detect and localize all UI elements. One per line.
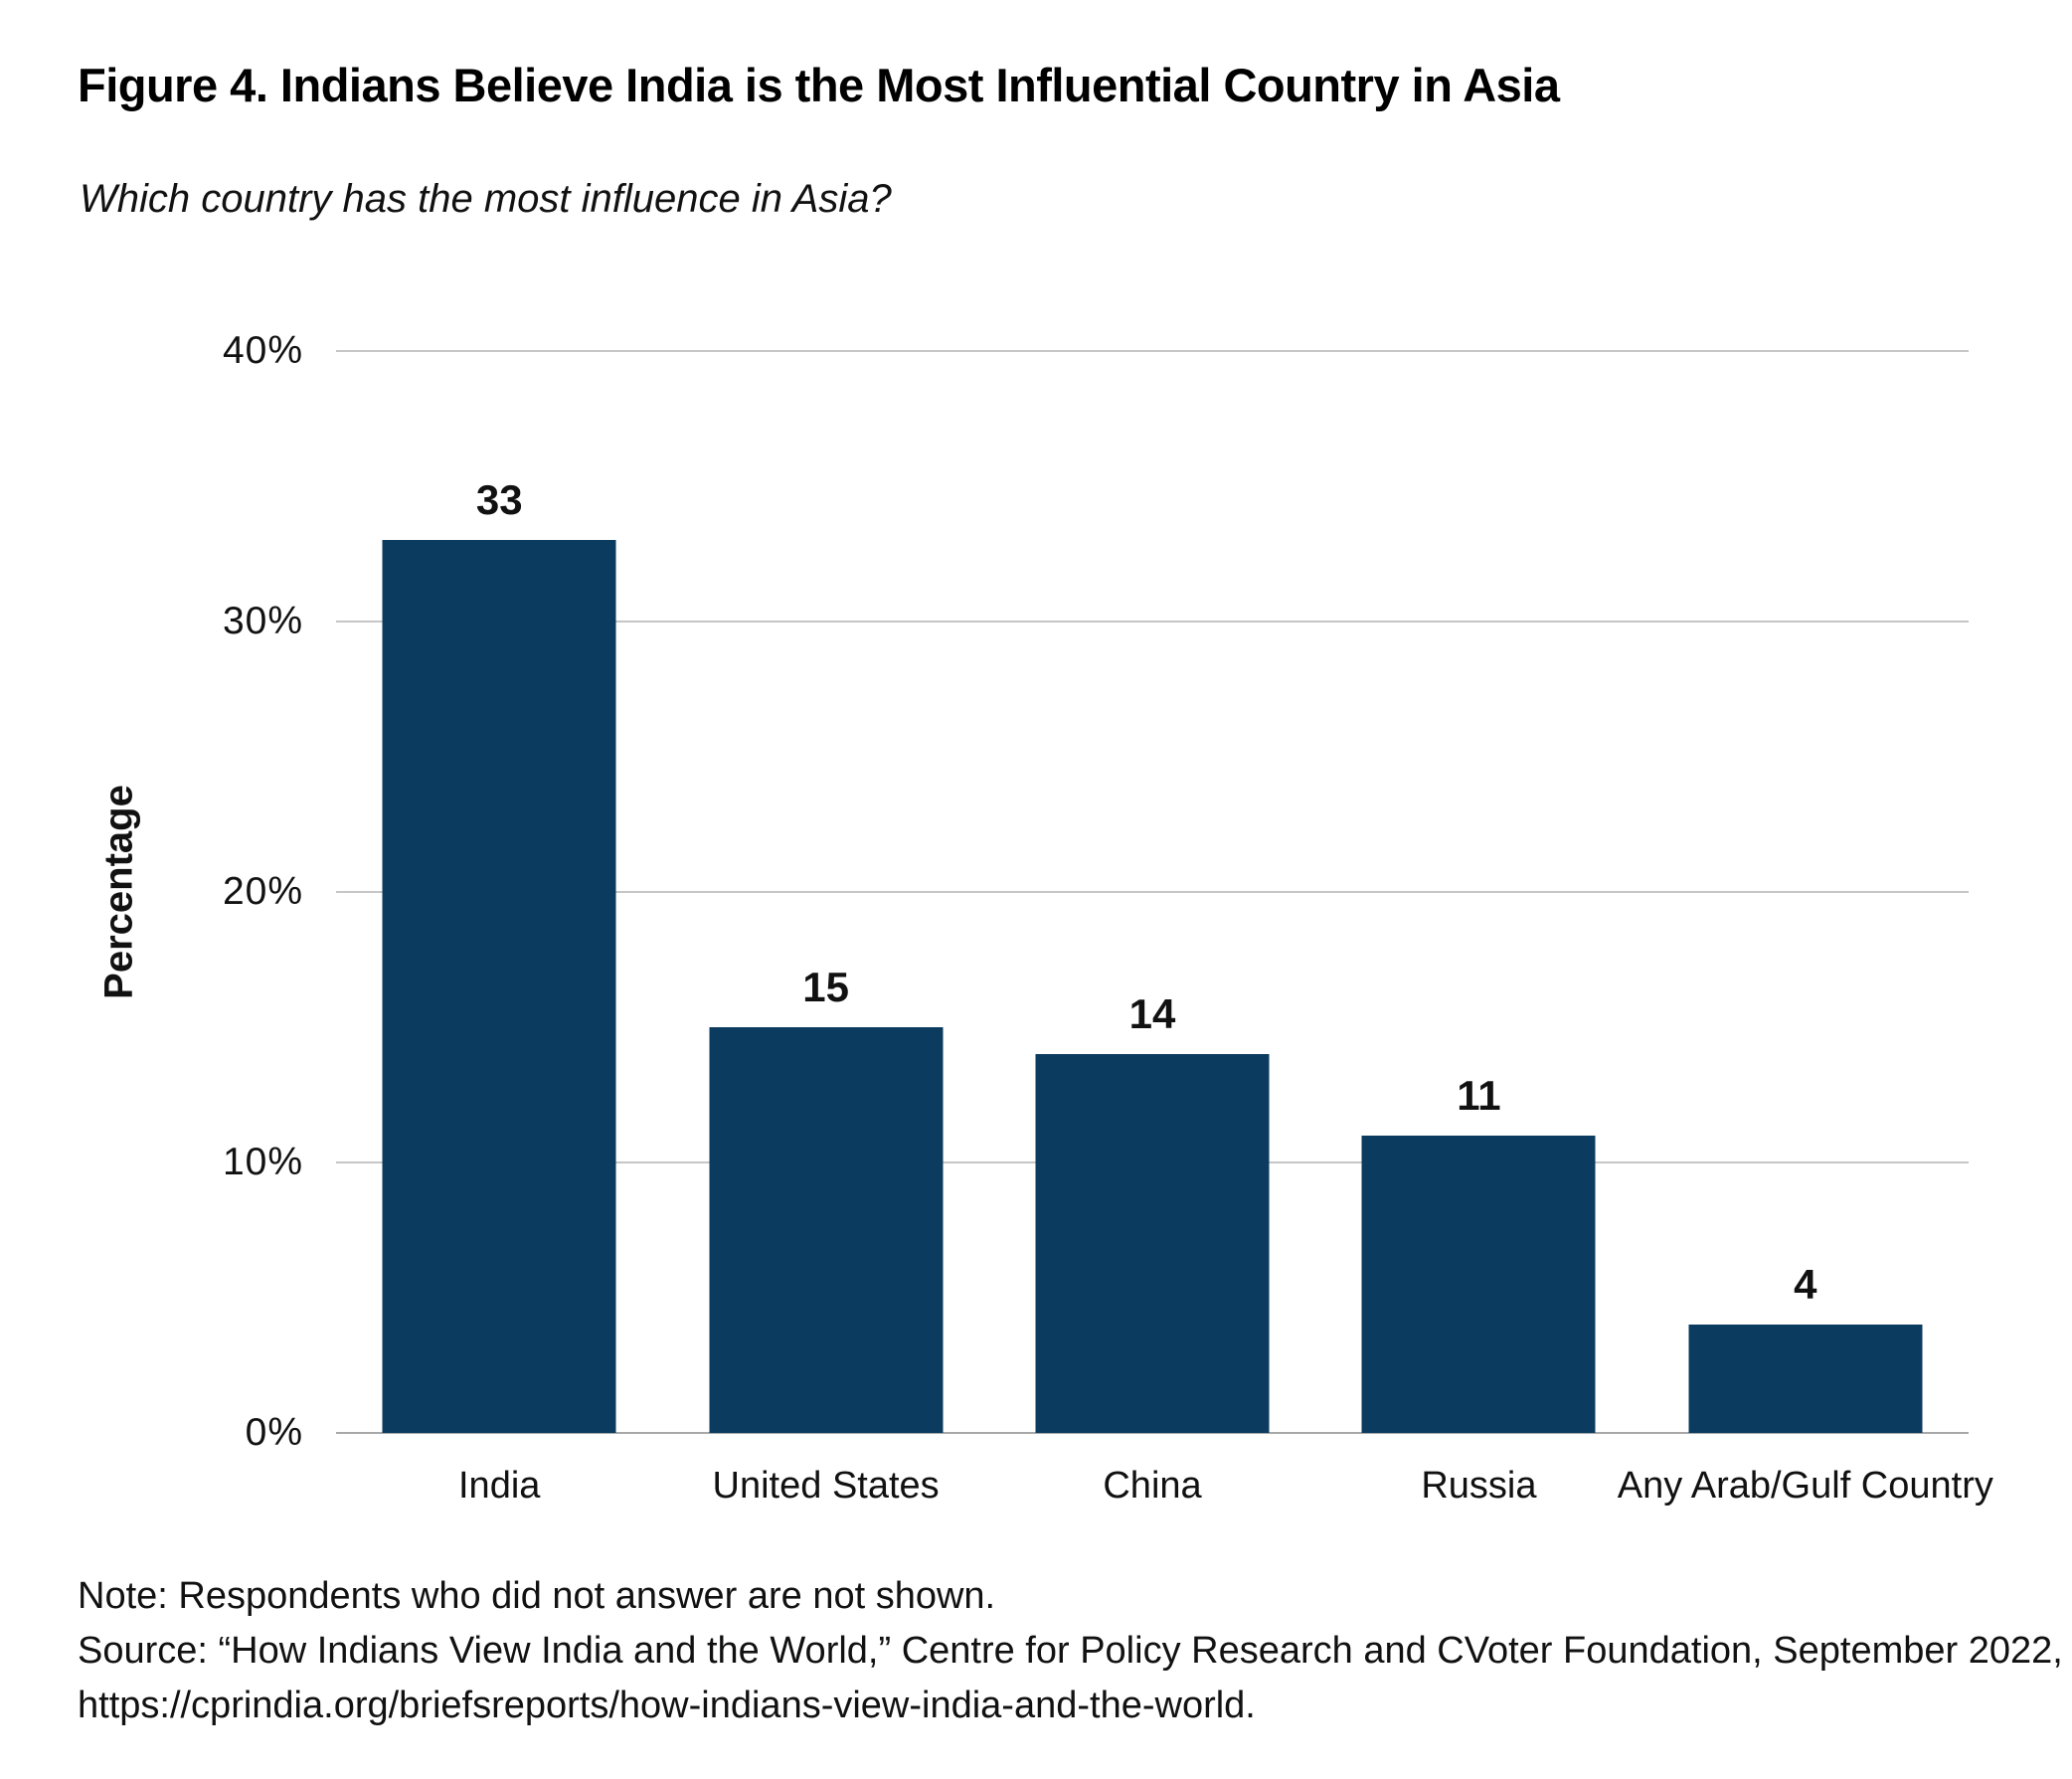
bar-value-label-any-arab-gulf-country: 4 xyxy=(1794,1261,1817,1309)
figure-notes: Note: Respondents who did not answer are… xyxy=(78,1569,2063,1733)
note-line: Note: Respondents who did not answer are… xyxy=(78,1575,996,1617)
y-tick-label-40: 40% xyxy=(222,329,303,372)
bar-value-label-china: 14 xyxy=(1128,990,1176,1038)
gridline-40 xyxy=(336,350,1969,352)
y-axis-title: Percentage xyxy=(96,785,141,999)
x-category-label-india: India xyxy=(458,1465,541,1507)
gridline-20 xyxy=(336,891,1969,893)
bar-russia xyxy=(1361,1135,1596,1433)
x-category-label-china: China xyxy=(1103,1465,1202,1507)
bar-india xyxy=(382,540,616,1433)
bar-slot-united-states: 15 United States xyxy=(662,351,988,1507)
bar-value-label-russia: 11 xyxy=(1457,1071,1501,1119)
figure-subtitle: Which country has the most influence in … xyxy=(80,177,892,221)
bars-container: 33 India 15 United States 14 China 11 Russia 4 An… xyxy=(336,351,1993,1507)
x-category-label-russia: Russia xyxy=(1421,1465,1537,1507)
y-tick-label-10: 10% xyxy=(222,1141,303,1183)
bar-slot-india: 33 India xyxy=(336,351,662,1507)
figure-title: Figure 4. Indians Believe India is the M… xyxy=(78,59,1560,111)
bar-united-states xyxy=(709,1027,944,1433)
gridline-30 xyxy=(336,621,1969,623)
bar-value-label-united-states: 15 xyxy=(802,964,849,1010)
x-category-label-united-states: United States xyxy=(712,1465,940,1507)
x-category-label-any-arab-gulf-country: Any Arab/Gulf Country xyxy=(1617,1465,1993,1507)
bar-slot-china: 14 China xyxy=(989,351,1315,1507)
bar-slot-russia: 11 Russia xyxy=(1315,351,1641,1507)
bar-value-label-india: 33 xyxy=(475,476,523,524)
source-line: Source: “How Indians View India and the … xyxy=(78,1630,2063,1672)
gridline-0 xyxy=(336,1432,1969,1434)
bar-slot-any-arab-gulf-country: 4 Any Arab/Gulf Country xyxy=(1618,351,1993,1507)
y-tick-label-30: 30% xyxy=(222,600,303,642)
bar-china xyxy=(1035,1054,1270,1433)
y-tick-label-20: 20% xyxy=(222,870,303,913)
source-url-line: https://cprindia.org/briefsreports/how-i… xyxy=(78,1685,1256,1726)
y-tick-label-0: 0% xyxy=(245,1411,303,1454)
bar-chart-plot-area: 0% 10% 20% 30% 40% 33 India 15 United States 14 Ch… xyxy=(223,329,1993,1507)
bar-any-arab-gulf-country xyxy=(1688,1325,1923,1433)
